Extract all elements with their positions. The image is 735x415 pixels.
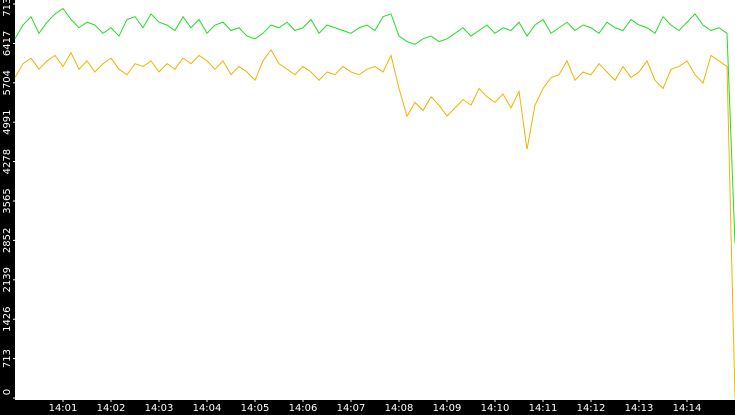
x-tick-label: 14:03 [145,403,174,414]
x-tick-label: 14:14 [673,403,702,414]
x-tick-label: 14:05 [241,403,270,414]
y-tick-label: 4278 [2,149,13,174]
series-line [14,48,735,399]
x-tick-label: 14:02 [97,403,126,414]
y-tick-label: 2852 [2,228,13,253]
x-tick-label: 14:10 [481,403,510,414]
x-axis-band [0,400,735,415]
x-tick-label: 14:11 [529,403,558,414]
y-tick-label: 1426 [2,306,13,331]
y-tick-label: 713 [2,349,13,368]
y-tick-label: 5704 [2,70,13,95]
x-tick-label: 14:01 [49,403,78,414]
y-tick-label: 6417 [2,31,13,56]
y-axis-band [0,0,15,415]
x-tick-label: 14:04 [193,403,222,414]
y-tick-label: 4991 [2,109,13,134]
x-tick-label: 14:06 [289,403,318,414]
x-tick-label: 14:08 [385,403,414,414]
y-tick-label: 7130 [2,0,13,17]
x-tick-label: 14:12 [577,403,606,414]
y-tick-label: 2139 [2,267,13,292]
y-tick-label: 3565 [2,188,13,213]
series-line [14,7,735,244]
y-tick-label: 0 [2,389,13,395]
x-tick-label: 14:13 [625,403,654,414]
x-tick-label: 14:09 [433,403,462,414]
x-tick-label: 14:07 [337,403,366,414]
